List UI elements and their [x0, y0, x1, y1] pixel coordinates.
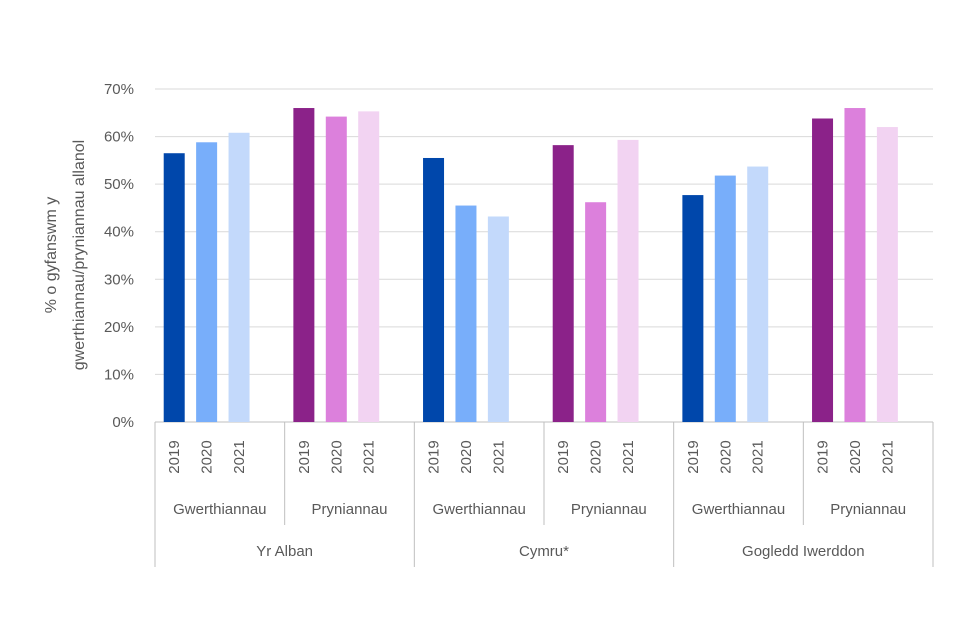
year-tick-label: 2020	[458, 440, 475, 473]
y-tick-label: 60%	[104, 129, 134, 146]
bar	[487, 216, 509, 422]
bar	[844, 108, 866, 423]
y-tick-label: 50%	[104, 176, 134, 193]
region-label: Yr Alban	[256, 543, 313, 560]
bar	[228, 132, 250, 422]
y-axis-title-line-1: % o gyfanswm y	[43, 197, 60, 313]
group-label: Pryniannau	[830, 501, 906, 518]
group-label: Gwerthiannau	[692, 501, 785, 518]
bar	[455, 205, 477, 422]
bar	[876, 127, 898, 423]
y-tick-label: 20%	[104, 319, 134, 336]
bar	[812, 118, 834, 422]
year-tick-label: 2021	[620, 440, 637, 473]
year-tick-label: 2021	[231, 440, 248, 473]
bar	[196, 142, 218, 422]
bar	[682, 195, 704, 422]
bar	[617, 139, 639, 422]
year-tick-label: 2019	[685, 440, 702, 473]
region-label: Gogledd Iwerddon	[742, 543, 865, 560]
bar	[325, 116, 347, 422]
year-tick-label: 2019	[815, 440, 832, 473]
year-tick-label: 2019	[296, 440, 313, 473]
y-tick-label: 30%	[104, 271, 134, 288]
bar	[293, 108, 315, 423]
bar	[358, 111, 380, 422]
year-tick-label: 2019	[555, 440, 572, 473]
year-tick-label: 2020	[588, 440, 605, 473]
year-tick-label: 2021	[361, 440, 378, 473]
bar	[163, 153, 185, 422]
year-tick-label: 2021	[490, 440, 507, 473]
y-tick-label: 70%	[104, 81, 134, 98]
bar	[714, 175, 736, 422]
bar	[585, 202, 607, 422]
year-tick-label: 2019	[166, 440, 183, 473]
year-tick-label: 2020	[328, 440, 345, 473]
bar	[423, 157, 445, 422]
group-label: Gwerthiannau	[432, 501, 525, 518]
y-tick-label: 10%	[104, 366, 134, 383]
region-label: Cymru*	[519, 543, 569, 560]
y-axis-title-line-2: gwerthiannau/pryniannau allanol	[71, 140, 88, 370]
group-label: Pryniannau	[312, 501, 388, 518]
bar	[747, 166, 769, 422]
y-tick-label: 40%	[104, 224, 134, 241]
bar	[552, 145, 574, 423]
group-label: Gwerthiannau	[173, 501, 266, 518]
year-tick-label: 2020	[847, 440, 864, 473]
year-tick-label: 2019	[426, 440, 443, 473]
year-tick-label: 2020	[199, 440, 216, 473]
group-label: Pryniannau	[571, 501, 647, 518]
year-tick-label: 2021	[879, 440, 896, 473]
year-tick-label: 2020	[717, 440, 734, 473]
year-tick-label: 2021	[750, 440, 767, 473]
y-tick-label: 0%	[112, 414, 134, 431]
